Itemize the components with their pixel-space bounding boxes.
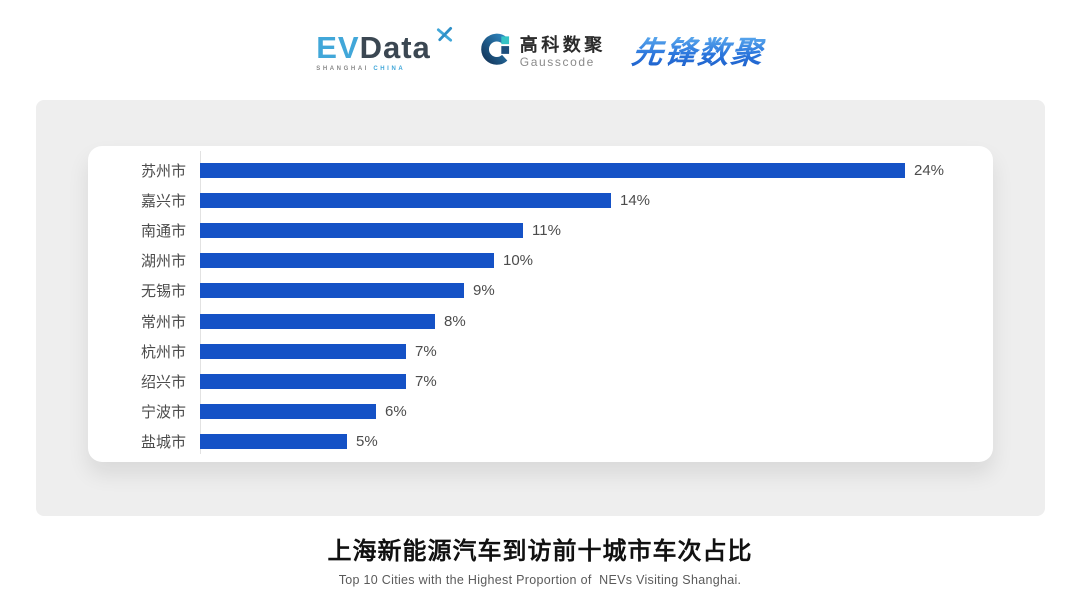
bar bbox=[200, 283, 464, 299]
gausscode-cn-text: 高科数聚 bbox=[519, 34, 606, 55]
bar bbox=[200, 343, 406, 359]
gausscode-wordmark: 高科数聚 Gausscode bbox=[520, 35, 606, 70]
category-label: 无锡市 bbox=[140, 283, 186, 301]
evdata-data-text: Data bbox=[359, 30, 431, 65]
category-label: 南通市 bbox=[140, 222, 186, 240]
evdata-tagline-shanghai: SHANGHAI bbox=[316, 66, 370, 72]
category-label: 湖州市 bbox=[140, 253, 186, 271]
category-label: 绍兴市 bbox=[140, 373, 186, 391]
chart-row: 嘉兴市 14% bbox=[88, 185, 993, 215]
value-label: 10% bbox=[503, 252, 534, 270]
category-label: 杭州市 bbox=[140, 343, 186, 361]
value-label: 7% bbox=[415, 372, 437, 390]
category-label: 宁波市 bbox=[140, 404, 186, 422]
chart-row: 常州市 8% bbox=[88, 306, 993, 336]
evdata-ev-text: EV bbox=[316, 30, 360, 65]
chart-rows: 苏州市 24% 嘉兴市 14% 南通市 11% 湖州市 10% 无锡市 9% 常州市 8% 杭州市 7% 绍… bbox=[88, 155, 993, 457]
value-label: 24% bbox=[914, 161, 945, 179]
chart-card: 苏州市 24% 嘉兴市 14% 南通市 11% 湖州市 10% 无锡市 9% 常州市 8% 杭州市 7% 绍… bbox=[88, 146, 993, 462]
chart-panel: 苏州市 24% 嘉兴市 14% 南通市 11% 湖州市 10% 无锡市 9% 常州市 8% 杭州市 7% 绍… bbox=[36, 100, 1045, 516]
value-label: 5% bbox=[356, 433, 378, 451]
footer: 上海新能源汽车到访前十城市车次占比 Top 10 Cities with the… bbox=[0, 531, 1080, 587]
chart-row: 绍兴市 7% bbox=[88, 366, 993, 396]
evdata-wordmark: EVData bbox=[316, 32, 431, 63]
bar bbox=[200, 404, 376, 420]
chart-row: 宁波市 6% bbox=[88, 397, 993, 427]
gausscode-en-text: Gausscode bbox=[519, 55, 595, 70]
chart-row: 苏州市 24% bbox=[88, 155, 993, 185]
header-logos: EVData SHANGHAI CHINA bbox=[0, 22, 1080, 82]
chart-subtitle: Top 10 Cities with the Highest Proportio… bbox=[338, 573, 742, 587]
value-label: 8% bbox=[444, 312, 466, 330]
bar bbox=[200, 253, 494, 269]
pioneer-data-logo: 先锋数聚 bbox=[629, 34, 766, 70]
chart-row: 杭州市 7% bbox=[88, 336, 993, 366]
category-label: 常州市 bbox=[140, 313, 186, 331]
bar bbox=[200, 313, 435, 329]
category-label: 苏州市 bbox=[140, 162, 186, 180]
y-axis-line bbox=[200, 151, 201, 454]
chart-row: 南通市 11% bbox=[88, 215, 993, 245]
evdata-logo: EVData SHANGHAI CHINA bbox=[316, 26, 452, 72]
category-label: 嘉兴市 bbox=[140, 192, 186, 210]
value-label: 6% bbox=[385, 403, 407, 421]
gausscode-g-icon bbox=[477, 32, 512, 72]
value-label: 11% bbox=[532, 221, 561, 239]
bar bbox=[200, 162, 905, 178]
evdata-x-star-icon bbox=[436, 26, 453, 48]
chart-title: 上海新能源汽车到访前十城市车次占比 bbox=[327, 538, 753, 565]
value-label: 14% bbox=[620, 191, 651, 209]
evdata-tagline-china: CHINA bbox=[373, 66, 406, 72]
evdata-tagline: SHANGHAI CHINA bbox=[316, 66, 405, 72]
bar bbox=[200, 434, 347, 450]
bar bbox=[200, 192, 611, 208]
value-label: 9% bbox=[473, 282, 495, 300]
category-label: 盐城市 bbox=[140, 434, 186, 452]
value-label: 7% bbox=[415, 342, 437, 360]
chart-row: 无锡市 9% bbox=[88, 276, 993, 306]
chart-row: 湖州市 10% bbox=[88, 246, 993, 276]
gausscode-logo: 高科数聚 Gausscode bbox=[477, 32, 606, 72]
bar bbox=[200, 222, 523, 238]
bar bbox=[200, 373, 406, 389]
chart-row: 盐城市 5% bbox=[88, 427, 993, 457]
